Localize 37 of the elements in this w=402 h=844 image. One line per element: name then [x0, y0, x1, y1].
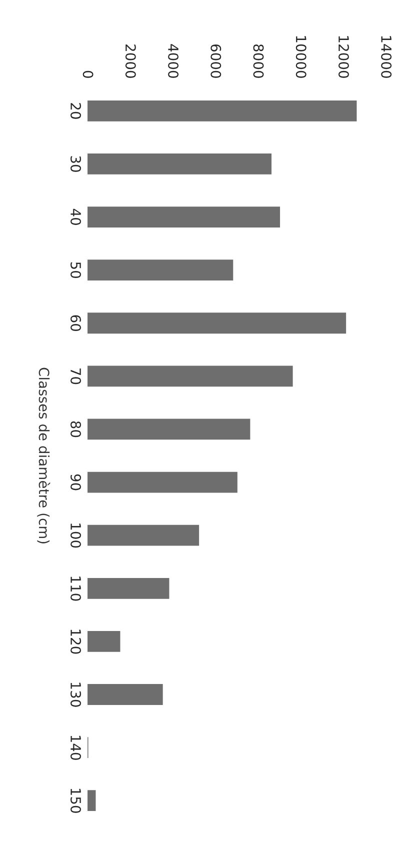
- bar: [86, 205, 282, 229]
- x-tick-label: 0: [82, 70, 94, 78]
- y-tick-label: 130: [70, 682, 82, 707]
- x-tick-label: 12000: [338, 36, 349, 78]
- bar: [86, 682, 164, 706]
- bar: [86, 99, 358, 123]
- x-tick-label: 14000: [381, 36, 392, 78]
- y-tick-label: 60: [70, 315, 82, 332]
- x-tick-label: 4000: [168, 44, 179, 78]
- bar: [86, 524, 200, 548]
- bar: [86, 258, 235, 282]
- bar: [86, 417, 252, 442]
- y-tick-label: 120: [70, 630, 82, 654]
- bar: [86, 576, 171, 600]
- y-tick-label: 50: [70, 262, 82, 278]
- y-tick-label: 80: [70, 421, 82, 438]
- y-tick-label: 90: [70, 474, 82, 490]
- y-tick-label: 20: [70, 103, 82, 119]
- x-tick-label: 10000: [296, 36, 306, 78]
- y-tick-label: 110: [70, 576, 82, 601]
- bar: [86, 364, 294, 388]
- y-tick-label: 40: [70, 208, 82, 225]
- bar: [86, 152, 273, 176]
- y-tick-label: 150: [70, 788, 82, 813]
- y-tick-label: 140: [70, 736, 82, 760]
- y-tick-label: 70: [70, 368, 82, 384]
- x-tick-label: 6000: [210, 44, 222, 78]
- x-tick-label: 8000: [253, 44, 264, 78]
- bar: [86, 788, 98, 812]
- bar: [86, 470, 239, 494]
- bar: [86, 630, 122, 654]
- x-tick-label: 2000: [125, 44, 136, 78]
- bar: [86, 736, 90, 760]
- y-tick-label: 30: [70, 156, 82, 172]
- bar: [86, 311, 348, 335]
- y-tick-label: 100: [70, 524, 82, 548]
- y-axis-title: Classes de diamètre (cm): [37, 368, 50, 544]
